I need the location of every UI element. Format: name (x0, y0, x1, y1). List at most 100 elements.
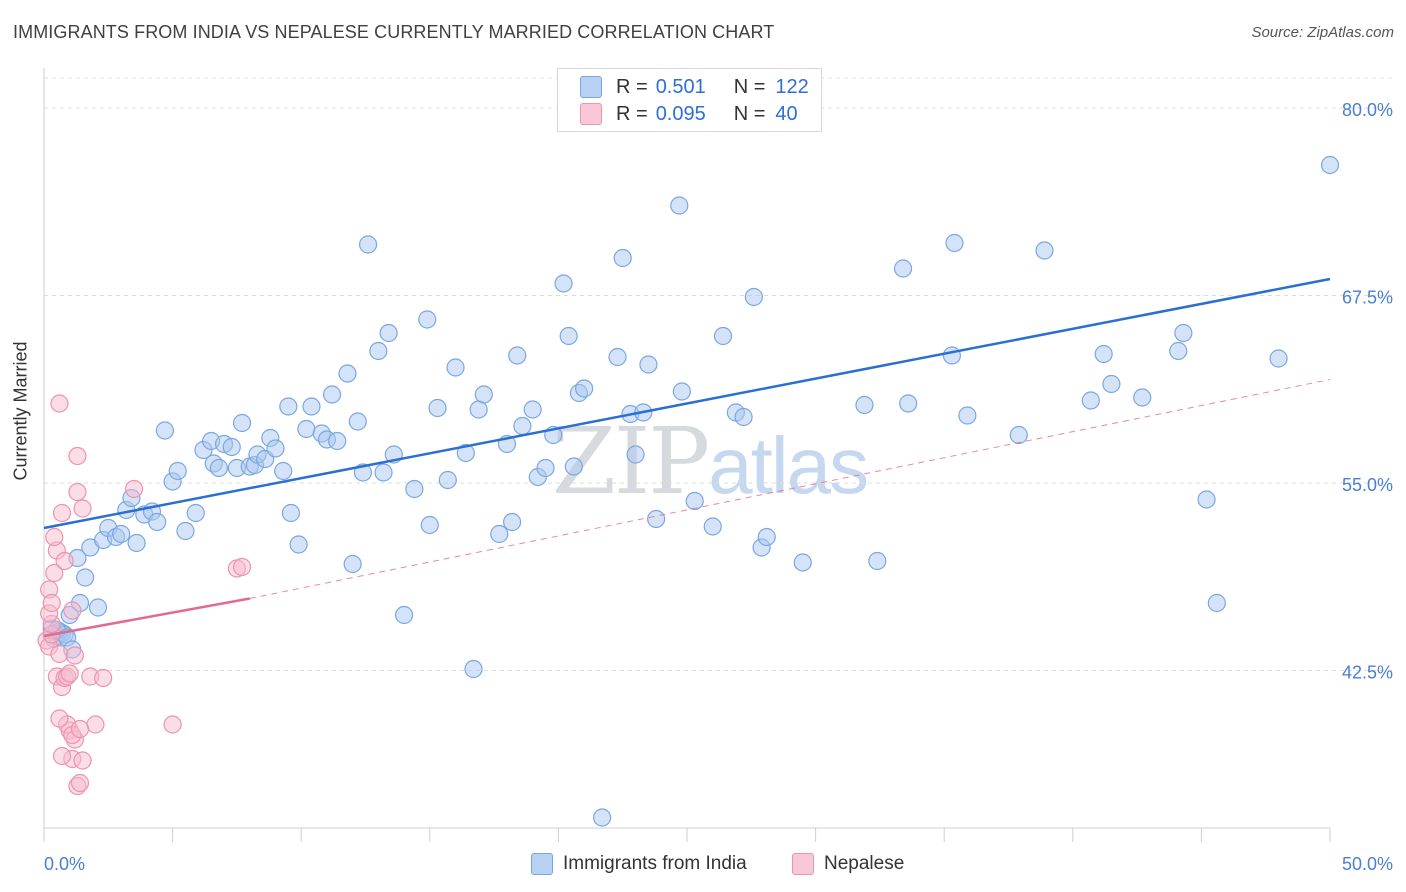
india-point (855, 395, 874, 415)
nepal-trendline (43, 597, 250, 638)
india-point (328, 431, 347, 451)
legend-swatch-nepal (580, 103, 602, 125)
india-point (1035, 241, 1054, 260)
india-point (168, 461, 187, 481)
india-point (127, 533, 146, 553)
india-point (554, 274, 573, 293)
nepal-point (52, 503, 72, 523)
legend-row-nepal: R = 0.095 N = 40 (580, 101, 798, 127)
legend-swatch-india (580, 76, 602, 98)
nepal-series (37, 394, 252, 796)
india-point (647, 509, 666, 529)
india-point (1174, 323, 1193, 343)
india-point (474, 385, 493, 404)
india-point (1320, 155, 1340, 175)
india-point (958, 406, 977, 425)
india-point (379, 323, 398, 343)
india-point (405, 479, 424, 499)
india-point (322, 385, 342, 404)
india-point (945, 233, 964, 253)
india-point (536, 458, 555, 478)
india-point (302, 397, 321, 416)
india-point (1169, 341, 1188, 361)
india-point (513, 416, 532, 436)
india-point (343, 554, 362, 574)
nepal-point (73, 499, 92, 518)
india-point (420, 515, 439, 535)
india-point (868, 551, 887, 571)
nepal-point (50, 709, 69, 728)
india-point (608, 347, 627, 367)
nepal-point (70, 773, 90, 793)
india-point (639, 355, 658, 374)
india-point (564, 457, 583, 476)
india-point (1009, 425, 1028, 445)
legend-r-value: 0.095 (655, 102, 706, 125)
legend-n-label: N = (733, 102, 766, 125)
india-point (626, 445, 645, 464)
nepal-point (45, 563, 64, 583)
india-point (222, 437, 241, 457)
nepal-point (55, 551, 74, 571)
india-point (281, 503, 301, 523)
india-point (593, 808, 612, 827)
nepal-point (68, 482, 87, 502)
nepal-trendline-extended (249, 379, 1331, 599)
india-point (1081, 391, 1100, 410)
india-point (613, 248, 632, 268)
india-point (508, 346, 527, 365)
india-point (464, 659, 483, 679)
india-point (523, 400, 542, 419)
nepal-point (63, 601, 82, 620)
india-point (893, 259, 913, 278)
nepal-point (73, 751, 92, 770)
india-point (155, 421, 174, 440)
india-point (713, 326, 733, 346)
india-point (1197, 490, 1216, 509)
y-tick-label: 55.0% (1342, 475, 1393, 495)
x-tick-label: 0.0% (44, 854, 85, 874)
nepal-point (86, 715, 105, 734)
india-trendline (43, 277, 1331, 530)
india-point (456, 443, 475, 463)
india-point (703, 517, 722, 536)
india-point (942, 346, 962, 365)
legend-n-label: N = (733, 75, 766, 98)
india-point (348, 412, 367, 431)
legend-label-nepal: Nepalese (824, 853, 905, 874)
india-point (685, 491, 704, 511)
legend-swatch-india (531, 853, 553, 875)
india-point (559, 326, 578, 346)
india-point (670, 196, 689, 215)
india-point (446, 358, 465, 377)
nepal-point (68, 446, 87, 466)
india-point (438, 470, 457, 490)
nepal-point (50, 394, 69, 413)
nepal-point (60, 664, 79, 683)
india-point (358, 235, 378, 254)
nepal-point (42, 593, 61, 613)
india-point (1133, 388, 1152, 407)
india-point (1207, 593, 1226, 613)
nepal-point (232, 557, 252, 577)
y-tick-label: 42.5% (1342, 663, 1393, 683)
india-point (209, 458, 228, 478)
india-point (232, 413, 252, 433)
nepal-point (65, 646, 84, 665)
nepal-point (45, 527, 64, 547)
nepal-point (50, 644, 69, 664)
nepal-point (163, 715, 182, 734)
legend-n-value: 122 (775, 75, 809, 98)
india-point (297, 419, 316, 439)
india-point (1269, 349, 1288, 368)
india-point (428, 398, 447, 418)
chart-title: IMMIGRANTS FROM INDIA VS NEPALESE CURREN… (13, 22, 775, 42)
nepal-point (52, 746, 72, 766)
india-point (374, 463, 393, 482)
india-point (279, 397, 298, 416)
india-point (338, 364, 357, 383)
india-point (734, 407, 753, 427)
india-series (42, 155, 1340, 827)
legend-r-value: 0.501 (655, 75, 706, 98)
